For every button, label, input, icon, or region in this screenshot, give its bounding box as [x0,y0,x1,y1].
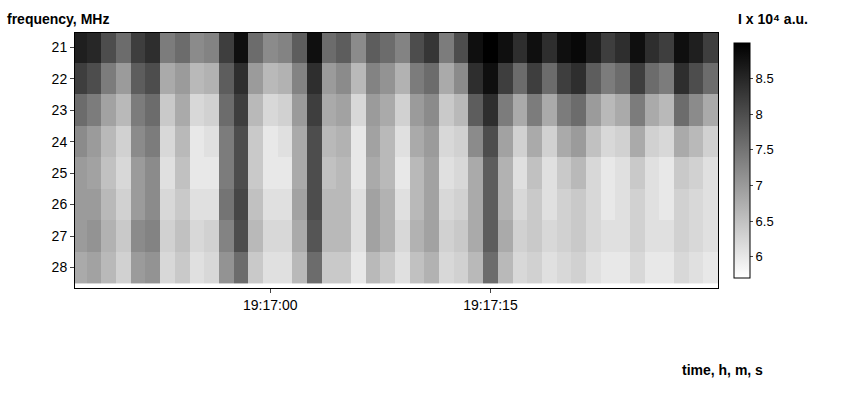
svg-text:19:17:00: 19:17:00 [243,297,298,313]
svg-text:7: 7 [756,178,763,193]
svg-text:7.5: 7.5 [756,142,774,157]
svg-text:time, h, m, s: time, h, m, s [682,362,763,378]
svg-text:25: 25 [52,165,68,181]
svg-text:22: 22 [52,71,68,87]
svg-text:8.5: 8.5 [756,71,774,86]
svg-text:frequency, MHz: frequency, MHz [7,11,109,27]
svg-text:26: 26 [52,196,68,212]
svg-text:27: 27 [52,228,68,244]
svg-text:6: 6 [756,249,763,264]
svg-text:8: 8 [756,107,763,122]
svg-text:21: 21 [52,39,68,55]
svg-text:I x 10⁴ a.u.: I x 10⁴ a.u. [738,11,808,27]
svg-text:24: 24 [52,134,68,150]
svg-text:19:17:15: 19:17:15 [463,297,518,313]
svg-text:23: 23 [52,102,68,118]
svg-text:6.5: 6.5 [756,214,774,229]
svg-text:28: 28 [52,259,68,275]
